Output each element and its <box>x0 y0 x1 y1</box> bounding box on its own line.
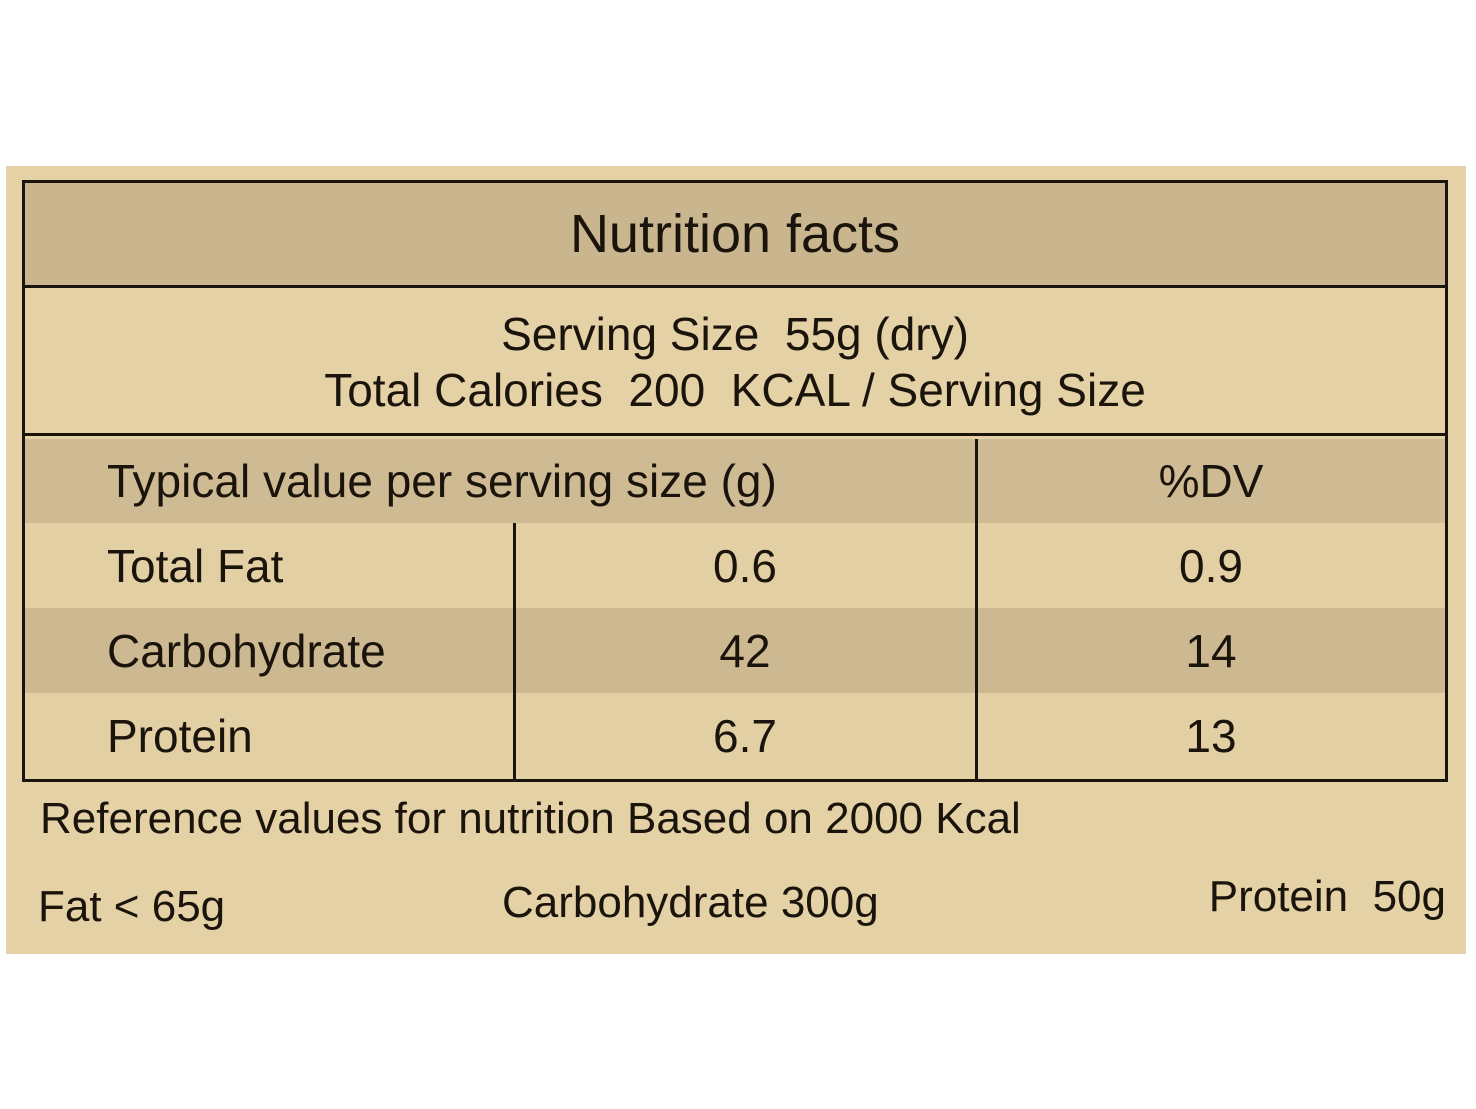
reference-note: Reference values for nutrition Based on … <box>40 794 1021 843</box>
reference-carbohydrate: Carbohydrate 300g <box>502 878 879 927</box>
serving-info: Serving Size 55g (dry) Total Calories 20… <box>25 288 1445 436</box>
nutrient-name: Protein <box>107 710 253 762</box>
table-row: Carbohydrate 42 14 <box>25 608 1445 693</box>
reference-protein: Protein 50g <box>1208 872 1446 921</box>
nutrition-table: Nutrition facts Serving Size 55g (dry) T… <box>22 180 1448 782</box>
nutrient-name: Carbohydrate <box>107 624 386 677</box>
nutrient-value: 0.6 <box>713 539 777 592</box>
title-band: Nutrition facts <box>25 183 1445 288</box>
reference-fat: Fat < 65g <box>38 882 226 931</box>
total-calories: Total Calories 200 KCAL / Serving Size <box>324 364 1146 416</box>
nutrient-dv: 0.9 <box>1179 539 1243 592</box>
nutrient-dv: 13 <box>1185 710 1237 762</box>
table-row: Protein 6.7 13 <box>25 693 1445 779</box>
column-divider <box>513 523 516 779</box>
nutrient-value: 6.7 <box>713 710 777 762</box>
serving-size: Serving Size 55g (dry) <box>501 308 969 360</box>
header-dv: %DV <box>1158 455 1264 507</box>
nutrient-name: Total Fat <box>107 539 284 592</box>
column-divider <box>975 439 978 779</box>
nutrition-label: Nutrition facts Serving Size 55g (dry) T… <box>6 166 1466 954</box>
nutrient-dv: 14 <box>1185 624 1237 677</box>
table-header: Typical value per serving size (g) %DV <box>25 439 1445 523</box>
table-row: Total Fat 0.6 0.9 <box>25 523 1445 608</box>
title: Nutrition facts <box>569 204 901 264</box>
nutrient-value: 42 <box>719 624 771 677</box>
header-typical-value: Typical value per serving size (g) <box>107 455 777 507</box>
